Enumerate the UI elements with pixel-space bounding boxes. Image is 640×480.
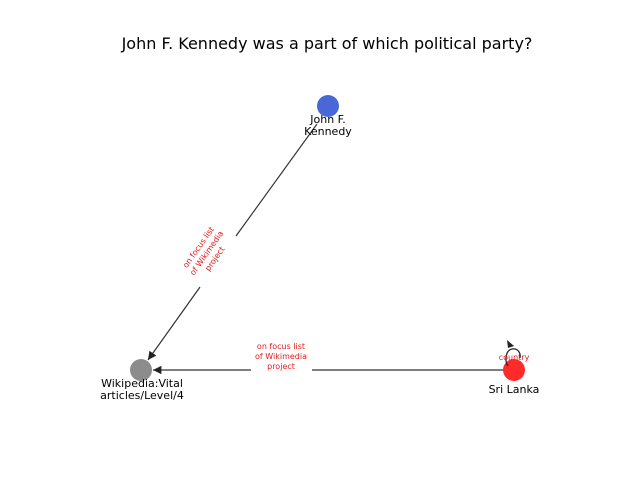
- edge-arrow-segment: [147, 286, 201, 361]
- edge-label-line2: of Wikimedia: [255, 352, 307, 361]
- node-label-wikipedia: Wikipedia:Vital articles/Level/4: [100, 377, 184, 402]
- edge-jfk-to-wikipedia: on focus list of Wikimedia project: [147, 123, 318, 361]
- chart-title: John F. Kennedy was a part of which poli…: [121, 34, 533, 53]
- self-loop-line: [505, 348, 521, 367]
- node-label-line2: Kennedy: [304, 125, 352, 138]
- node-label-sri-lanka: Sri Lanka: [489, 383, 540, 396]
- edge-srilanka-self-loop: country: [499, 340, 530, 367]
- edge-label-line1: on focus list: [257, 342, 305, 351]
- edge-label-line3: project: [267, 362, 295, 371]
- node-wikipedia-vital-articles: [130, 359, 152, 381]
- edge-label-srilanka-wikipedia: on focus list of Wikimedia project: [255, 342, 307, 371]
- edge-label-jfk-wikipedia: on focus list of Wikimedia project: [181, 225, 227, 277]
- node-sri-lanka: [503, 359, 525, 381]
- edge-srilanka-to-wikipedia: on focus list of Wikimedia project: [153, 342, 503, 375]
- edge-line-segment: [235, 123, 318, 237]
- node-label-line1: Wikipedia:Vital: [101, 377, 183, 390]
- node-label-line2: articles/Level/4: [100, 389, 184, 402]
- edge-label-country: country: [499, 353, 530, 362]
- node-label-john-f-kennedy: John F. Kennedy: [304, 113, 352, 138]
- node-john-f-kennedy: [317, 95, 339, 117]
- self-loop-arrowhead: [507, 340, 514, 348]
- node-label-line1: John F.: [309, 113, 345, 126]
